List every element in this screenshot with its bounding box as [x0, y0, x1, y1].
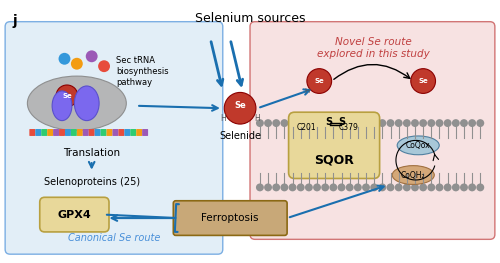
Circle shape — [56, 85, 78, 107]
Circle shape — [436, 119, 444, 127]
FancyBboxPatch shape — [142, 129, 148, 136]
Circle shape — [386, 119, 394, 127]
Text: GPX4: GPX4 — [58, 210, 91, 220]
FancyBboxPatch shape — [71, 129, 77, 136]
FancyBboxPatch shape — [124, 129, 130, 136]
Circle shape — [98, 60, 110, 72]
FancyBboxPatch shape — [250, 22, 495, 239]
Circle shape — [444, 184, 452, 191]
FancyBboxPatch shape — [41, 129, 47, 136]
Circle shape — [362, 184, 370, 191]
Text: j: j — [12, 14, 17, 28]
Circle shape — [313, 184, 321, 191]
Circle shape — [346, 184, 354, 191]
Circle shape — [370, 119, 378, 127]
Circle shape — [264, 184, 272, 191]
Circle shape — [452, 119, 460, 127]
Circle shape — [362, 119, 370, 127]
Text: Canonical Se route: Canonical Se route — [68, 233, 160, 243]
Ellipse shape — [74, 86, 99, 121]
Circle shape — [354, 119, 362, 127]
FancyBboxPatch shape — [106, 129, 112, 136]
Text: Se: Se — [234, 101, 246, 110]
Circle shape — [411, 69, 436, 93]
FancyBboxPatch shape — [94, 129, 100, 136]
Text: SQOR: SQOR — [314, 154, 354, 167]
FancyBboxPatch shape — [83, 129, 88, 136]
FancyBboxPatch shape — [36, 129, 41, 136]
Circle shape — [297, 119, 304, 127]
FancyBboxPatch shape — [174, 201, 287, 235]
Circle shape — [386, 184, 394, 191]
Text: Selenium sources: Selenium sources — [195, 12, 305, 25]
Text: Novel Se route
explored in this study: Novel Se route explored in this study — [318, 37, 430, 59]
Circle shape — [378, 119, 386, 127]
Text: Translation: Translation — [63, 148, 120, 158]
Text: Se: Se — [418, 78, 428, 84]
Text: C201: C201 — [297, 123, 316, 132]
Circle shape — [338, 184, 345, 191]
Circle shape — [428, 184, 436, 191]
Circle shape — [460, 119, 468, 127]
Circle shape — [419, 119, 427, 127]
Circle shape — [419, 184, 427, 191]
Text: H: H — [304, 88, 310, 94]
Ellipse shape — [28, 76, 126, 130]
Circle shape — [264, 119, 272, 127]
Circle shape — [272, 184, 280, 191]
Circle shape — [444, 119, 452, 127]
FancyBboxPatch shape — [53, 129, 59, 136]
Circle shape — [452, 184, 460, 191]
Circle shape — [288, 184, 296, 191]
Circle shape — [468, 184, 476, 191]
Circle shape — [476, 184, 484, 191]
Circle shape — [313, 119, 321, 127]
Text: Selenoproteins (25): Selenoproteins (25) — [44, 178, 140, 188]
Circle shape — [476, 119, 484, 127]
Circle shape — [307, 69, 332, 93]
Circle shape — [411, 184, 419, 191]
Text: Se: Se — [62, 93, 72, 99]
FancyBboxPatch shape — [77, 129, 83, 136]
Text: Ferroptosis: Ferroptosis — [202, 213, 259, 223]
Circle shape — [280, 184, 288, 191]
Circle shape — [321, 119, 329, 127]
Circle shape — [403, 119, 411, 127]
Circle shape — [354, 184, 362, 191]
Circle shape — [330, 184, 338, 191]
FancyBboxPatch shape — [30, 129, 36, 136]
Circle shape — [468, 119, 476, 127]
FancyBboxPatch shape — [118, 129, 124, 136]
Circle shape — [428, 119, 436, 127]
Text: S: S — [326, 117, 332, 127]
Circle shape — [256, 119, 264, 127]
Circle shape — [297, 184, 304, 191]
Circle shape — [288, 119, 296, 127]
Ellipse shape — [52, 91, 72, 121]
Circle shape — [272, 119, 280, 127]
Text: H: H — [254, 114, 260, 123]
FancyBboxPatch shape — [47, 129, 53, 136]
Text: CoQH₂: CoQH₂ — [401, 170, 425, 180]
Text: C379: C379 — [339, 123, 359, 132]
Text: Selenide: Selenide — [219, 130, 261, 140]
Circle shape — [256, 184, 264, 191]
FancyBboxPatch shape — [288, 112, 380, 179]
Text: Se: Se — [314, 78, 324, 84]
FancyBboxPatch shape — [130, 129, 136, 136]
Circle shape — [394, 184, 402, 191]
FancyBboxPatch shape — [112, 129, 118, 136]
FancyBboxPatch shape — [40, 197, 109, 232]
Circle shape — [305, 119, 313, 127]
Ellipse shape — [392, 166, 434, 184]
Circle shape — [436, 184, 444, 191]
Ellipse shape — [397, 136, 439, 155]
Circle shape — [370, 184, 378, 191]
FancyBboxPatch shape — [5, 22, 223, 254]
Circle shape — [403, 184, 411, 191]
Circle shape — [71, 58, 83, 70]
FancyBboxPatch shape — [136, 129, 142, 136]
Circle shape — [58, 53, 70, 65]
Circle shape — [321, 184, 329, 191]
